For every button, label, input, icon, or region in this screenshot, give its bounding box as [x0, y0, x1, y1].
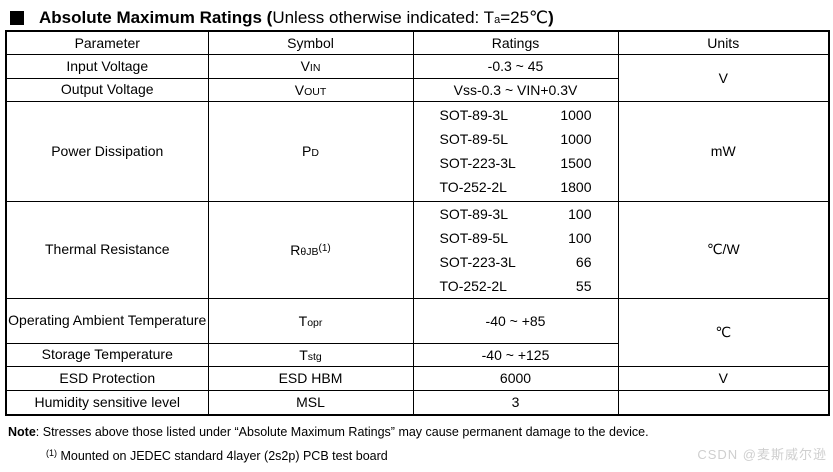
- package-value: 66: [575, 253, 592, 270]
- page-title: Absolute Maximum Ratings (Unless otherwi…: [39, 8, 554, 28]
- col-header-symbol: Symbol: [207, 30, 414, 55]
- symbol-subscript: opr: [307, 316, 323, 329]
- symbol-cell: VOUT: [207, 77, 414, 102]
- package-name: TO-252-2L: [439, 277, 507, 294]
- table-row-input-voltage: Input Voltage VIN -0.3 ~ 45 V: [5, 53, 830, 102]
- footnote-body: Mounted on JEDEC standard 4layer (2s2p) …: [57, 449, 388, 463]
- package-rating-list: SOT-89-3L 100 SOT-89-5L 100 SOT-223-3L 66 T…: [440, 202, 592, 298]
- package-name: SOT-223-3L: [439, 253, 516, 270]
- symbol-base: P: [302, 143, 312, 159]
- rating-cell: -40 ~ +125: [412, 342, 619, 367]
- section-bullet-icon: [10, 10, 24, 25]
- package-name: SOT-89-5L: [439, 229, 508, 246]
- rating-cell: 6000: [412, 365, 619, 391]
- title-condition-value: =25℃: [500, 7, 549, 27]
- symbol-cell: VIN: [207, 53, 414, 79]
- col-header-ratings: Ratings: [412, 30, 619, 55]
- table-row-operating-temperature: Operating Ambient Temperature Topr -40 ~…: [5, 297, 830, 367]
- col-header-units: Units: [617, 30, 830, 55]
- parameter-cell: Operating Ambient Temperature: [5, 297, 209, 344]
- rating-cell: Vss-0.3 ~ VIN+0.3V: [412, 77, 619, 102]
- package-rating-list: SOT-89-3L 1000 SOT-89-5L 1000 SOT-223-3L 15…: [440, 103, 592, 199]
- package-rating-row: TO-252-2L 1800: [440, 175, 592, 199]
- title-bold-text: Absolute Maximum Ratings (: [39, 7, 273, 27]
- package-value: 1500: [560, 155, 592, 171]
- rating-cell-package-list: SOT-89-3L 100 SOT-89-5L 100 SOT-223-3L 66 T…: [412, 200, 619, 299]
- parameter-cell: Input Voltage: [5, 53, 209, 79]
- symbol-subscript: OUT: [304, 85, 327, 98]
- rating-cell: -0.3 ~ 45: [412, 53, 619, 79]
- parameter-cell: Storage Temperature: [5, 342, 209, 367]
- table-row-thermal-resistance: Thermal Resistance RθJB(1) SOT-89-3L 100 …: [5, 200, 830, 299]
- parameter-cell: ESD Protection: [5, 365, 209, 391]
- watermark-text: CSDN @麦斯威尔逊: [697, 447, 827, 462]
- package-rating-row: SOT-223-3L 1500: [440, 151, 592, 175]
- rating-cell-package-list: SOT-89-3L 1000 SOT-89-5L 1000 SOT-223-3L 15…: [412, 100, 619, 202]
- note-body: : Stresses above those listed under “Abs…: [35, 425, 649, 439]
- package-rating-row: SOT-89-5L 100: [440, 226, 592, 250]
- package-value: 1000: [560, 107, 592, 123]
- parameter-cell: Power Dissipation: [5, 100, 209, 202]
- units-cell-voltage: V: [617, 53, 830, 102]
- parameter-cell: Output Voltage: [5, 77, 209, 102]
- package-name: SOT-89-3L: [439, 107, 508, 123]
- parameter-cell: Humidity sensitive level: [5, 389, 209, 416]
- rating-cell: -40 ~ +85: [412, 297, 619, 344]
- symbol-base: R: [290, 241, 301, 258]
- absolute-maximum-ratings-table: Parameter Symbol Ratings Units Input Vol…: [5, 30, 830, 416]
- table-header-row: Parameter Symbol Ratings Units: [5, 30, 830, 55]
- package-rating-row: SOT-89-5L 1000: [440, 127, 592, 151]
- package-value: 1000: [560, 131, 592, 147]
- note-text: Note: Stresses above those listed under …: [8, 425, 833, 439]
- symbol-cell: PD: [207, 100, 414, 202]
- symbol-base: T: [299, 346, 308, 363]
- symbol-cell: Tstg: [207, 342, 414, 367]
- section-title: Absolute Maximum Ratings (Unless otherwi…: [0, 0, 833, 30]
- package-name: SOT-89-3L: [439, 205, 508, 222]
- units-cell-empty: [617, 389, 830, 416]
- package-value: 1800: [560, 179, 592, 195]
- parameter-cell: Thermal Resistance: [5, 200, 209, 299]
- package-name: SOT-89-5L: [439, 131, 508, 147]
- note-label: Note: [8, 425, 36, 439]
- package-rating-row: SOT-89-3L 1000: [440, 103, 592, 127]
- package-name: SOT-223-3L: [439, 155, 516, 171]
- symbol-subscript: θJB: [300, 245, 319, 258]
- symbol-base: T: [298, 312, 308, 329]
- package-value: 55: [575, 277, 592, 294]
- title-condition-text: Unless otherwise indicated: T: [272, 7, 495, 27]
- symbol-cell: RθJB(1): [207, 200, 414, 299]
- symbol-subscript: stg: [307, 350, 322, 363]
- col-header-parameter: Parameter: [5, 30, 209, 55]
- units-cell-esd: V: [617, 365, 830, 391]
- symbol-cell: Topr: [207, 297, 414, 344]
- units-cell-temperature: ℃: [617, 297, 830, 367]
- package-name: TO-252-2L: [439, 179, 507, 195]
- package-rating-row: TO-252-2L 55: [440, 274, 592, 298]
- title-subscript: a: [494, 13, 501, 26]
- table-row-power-dissipation: Power Dissipation PD SOT-89-3L 1000 SOT-8…: [5, 100, 830, 202]
- units-cell-thermal: ℃/W: [617, 200, 830, 299]
- symbol-subscript: D: [311, 147, 319, 159]
- title-close-paren: ): [548, 7, 554, 27]
- package-value: 100: [568, 205, 592, 222]
- table-row-storage-temperature: Storage Temperature Tstg -40 ~ +125: [5, 342, 829, 367]
- footnote-text: (1) Mounted on JEDEC standard 4layer (2s…: [46, 448, 833, 463]
- symbol-cell: MSL: [207, 389, 414, 416]
- symbol-base: V: [300, 58, 310, 74]
- table-row-esd-protection: ESD Protection ESD HBM 6000 V: [5, 365, 830, 391]
- units-cell-power: mW: [617, 100, 830, 202]
- package-value: 100: [568, 229, 592, 246]
- symbol-superscript: (1): [318, 242, 331, 254]
- package-rating-row: SOT-89-3L 100: [440, 202, 592, 226]
- symbol-base: V: [294, 81, 305, 98]
- table-row-humidity-level: Humidity sensitive level MSL 3: [5, 389, 830, 416]
- rating-cell: 3: [412, 389, 619, 416]
- symbol-subscript: IN: [309, 62, 321, 74]
- footnote-marker: (1): [46, 448, 57, 458]
- symbol-cell: ESD HBM: [207, 365, 414, 391]
- package-rating-row: SOT-223-3L 66: [440, 250, 592, 274]
